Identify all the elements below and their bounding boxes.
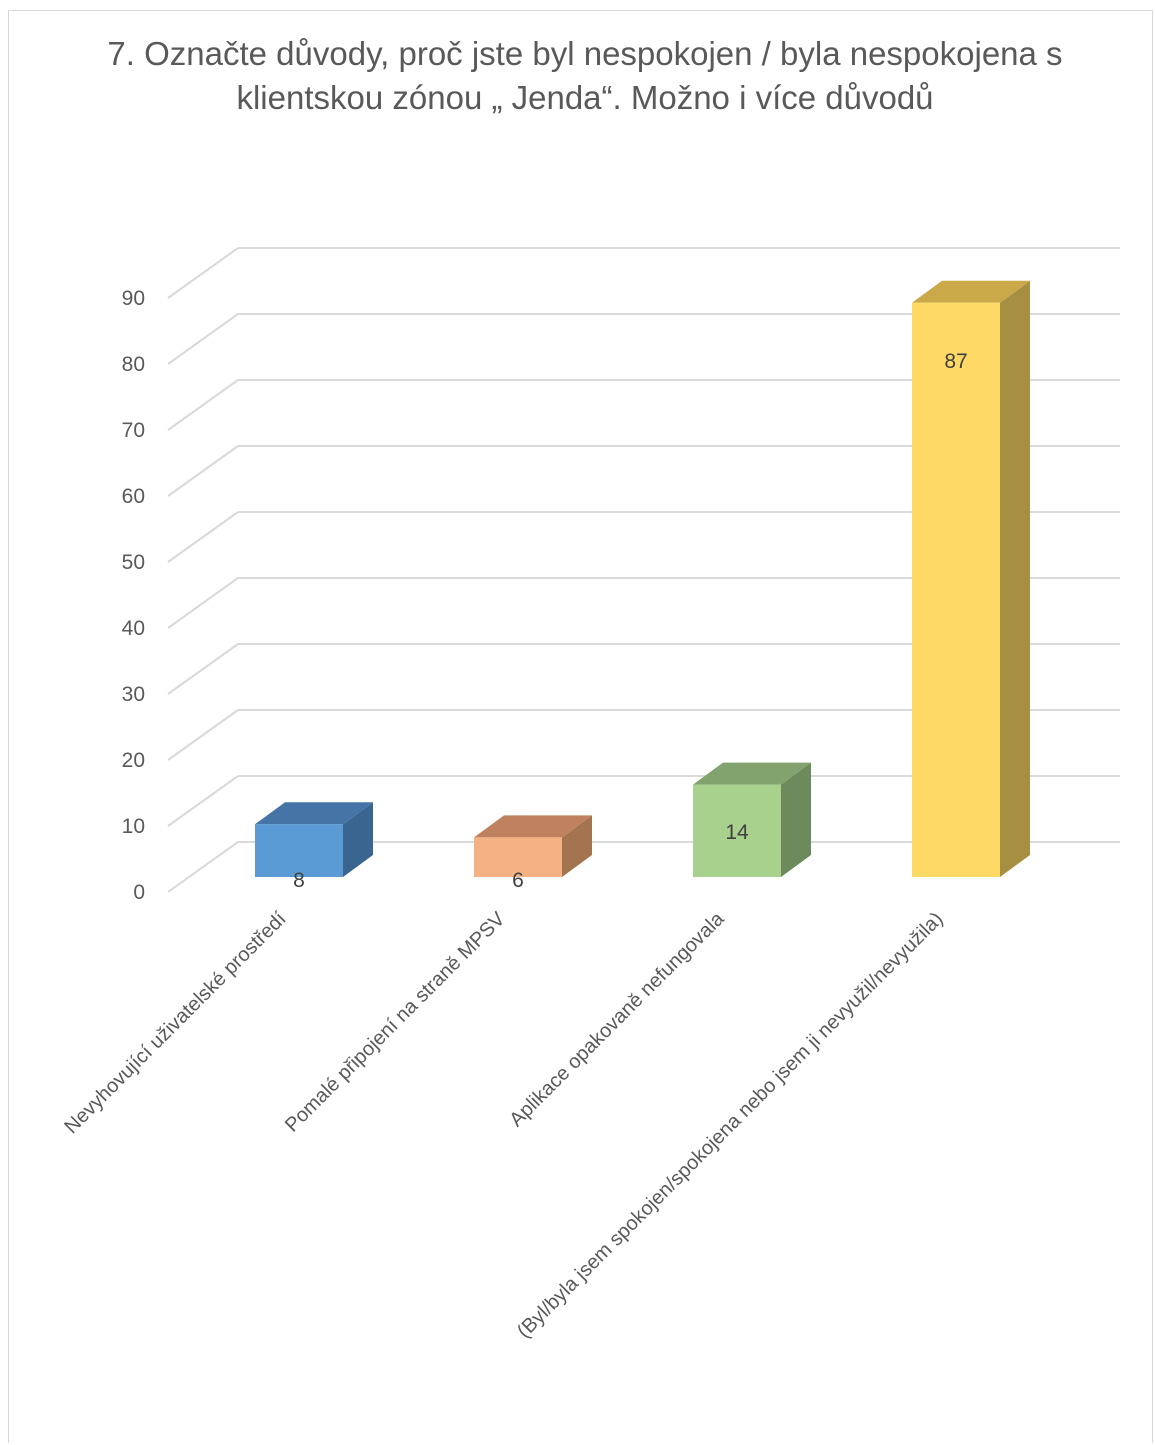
chart-frame [8,10,1153,1443]
y-tick-label: 10 [122,815,145,838]
gridline-side-80 [167,313,239,365]
bar-top-4 [912,280,1030,303]
gridline-side-90 [167,247,239,299]
x-category-label-1: Nevyhovující uživatelské prostředí [60,908,290,1138]
bar-side-2 [562,815,592,877]
gridline-side-10 [167,775,239,827]
y-tick-label: 40 [122,617,145,640]
y-tick-label: 0 [133,881,145,904]
y-tick-label: 70 [122,419,145,442]
bar-2 [474,837,562,877]
bar-4 [912,302,1000,877]
bar-top-2 [474,815,592,838]
x-category-label-2: Pomalé připojení na straně MPSV [281,908,510,1137]
data-label-1: 8 [293,869,305,892]
gridline-side-0 [167,841,239,893]
y-tick-label: 30 [122,683,145,706]
data-label-3: 14 [725,821,749,844]
data-label-2: 6 [512,869,524,892]
y-tick-label: 90 [122,287,145,310]
chart-title: 7. Označte důvody, proč jste byl nespoko… [107,35,1063,116]
x-category-label-3: Aplikace opakovaně nefungovala [505,907,729,1131]
bar-top-3 [693,762,811,785]
data-label-4: 87 [944,350,967,373]
y-tick-label: 80 [122,353,145,376]
gridline-side-30 [167,643,239,695]
y-tick-label: 20 [122,749,145,772]
gridline-side-40 [167,577,239,629]
gridline-side-70 [167,379,239,431]
x-category-label-4: (Byl/byla jsem spokojen/spokojena nebo j… [513,908,948,1343]
gridline-side-60 [167,445,239,497]
bar-side-3 [781,762,811,877]
y-tick-label: 50 [122,551,145,574]
bar-side-4 [1000,280,1030,877]
gridline-side-20 [167,709,239,761]
bar-3 [693,784,781,877]
gridline-side-50 [167,511,239,563]
bar-top-1 [255,802,373,825]
bar-1 [255,824,343,877]
bar-side-1 [343,802,373,877]
y-tick-label: 60 [122,485,145,508]
